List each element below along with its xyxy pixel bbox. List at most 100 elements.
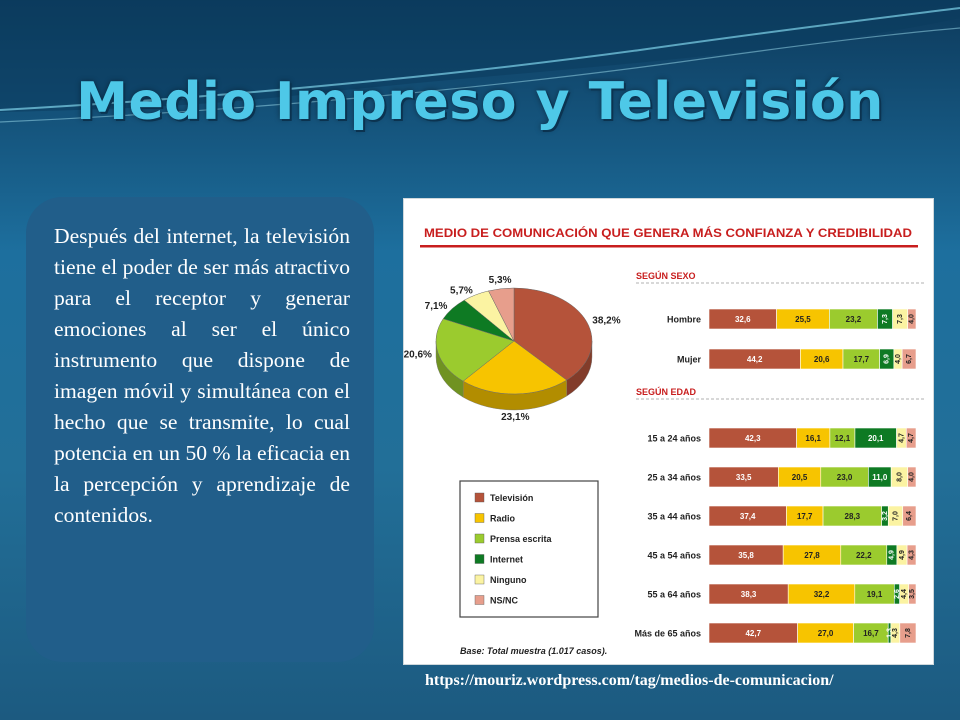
bar-value-label: 27,8 bbox=[804, 551, 820, 560]
pie-slice-prensa-escrita bbox=[435, 318, 515, 382]
legend-label: Internet bbox=[490, 555, 523, 565]
base-note: Base: Total muestra (1.017 casos). bbox=[460, 646, 607, 656]
bar-value-label: 4,7 bbox=[898, 433, 905, 443]
bar-value-label: 44,2 bbox=[747, 355, 763, 364]
text-panel: Después del internet, la televisión tien… bbox=[26, 197, 374, 662]
bar-group-heading: SEGÚN EDAD bbox=[636, 386, 697, 397]
bar-value-label: 16,1 bbox=[805, 434, 821, 443]
bar-value-label: 6,4 bbox=[906, 511, 913, 521]
legend-swatch bbox=[474, 574, 485, 585]
pie-slice-radio bbox=[462, 340, 568, 395]
bar-value-label: 4,0 bbox=[895, 354, 902, 364]
legend-label: Radio bbox=[490, 514, 516, 524]
bar-row-label: 15 a 24 años bbox=[647, 434, 701, 444]
bar-value-label: 12,1 bbox=[835, 434, 851, 443]
bar-value-label: 27,0 bbox=[818, 629, 834, 638]
bar-segment-ns-nc bbox=[899, 622, 917, 644]
bar-value-label: 7,8 bbox=[905, 628, 912, 638]
legend-swatch bbox=[474, 554, 485, 564]
bar-value-label: 42,3 bbox=[745, 434, 761, 443]
bar-value-label: 6,9 bbox=[884, 354, 891, 364]
title-underline bbox=[420, 245, 918, 248]
bar-value-label: 3,2 bbox=[882, 511, 889, 521]
bar-segment-ns-nc bbox=[908, 583, 917, 605]
bar-segment-ns-nc bbox=[907, 308, 917, 330]
bar-group-heading: SEGÚN SEXO bbox=[636, 270, 696, 281]
bar-value-label: 33,5 bbox=[736, 473, 752, 482]
bar-row-label: Hombre bbox=[667, 315, 701, 325]
bar-value-label: 17,7 bbox=[854, 355, 870, 364]
bar-row-label: Más de 65 años bbox=[634, 629, 701, 639]
bar-segment-ns-nc bbox=[907, 466, 917, 488]
legend-box bbox=[459, 480, 599, 618]
pie-label: 23,1% bbox=[501, 412, 529, 423]
pie-sides bbox=[435, 340, 593, 411]
bar-row-label: 45 a 54 años bbox=[647, 551, 701, 561]
bar-value-label: 20,6 bbox=[814, 355, 830, 364]
pie-label: 5,7% bbox=[450, 286, 473, 297]
legend-label: Prensa escrita bbox=[490, 534, 553, 544]
bar-value-label: 23,0 bbox=[837, 473, 853, 482]
header-wave-decoration bbox=[0, 0, 960, 123]
bar-segment-ns-nc bbox=[901, 348, 917, 370]
chart-svg: MEDIO DE COMUNICACIÓN QUE GENERA MÁS CON… bbox=[404, 227, 924, 656]
bar-value-label: 7,3 bbox=[897, 314, 904, 324]
bar-value-label: 4,7 bbox=[908, 433, 915, 443]
legend-swatch bbox=[474, 492, 485, 503]
chart-title: MEDIO DE COMUNICACIÓN QUE GENERA MÁS CON… bbox=[424, 227, 912, 240]
bar-value-label: 2,6 bbox=[894, 589, 901, 599]
bar-value-label: 25,5 bbox=[795, 315, 811, 324]
bar-value-label: 4,4 bbox=[901, 589, 908, 599]
bar-value-label: 8,0 bbox=[896, 472, 903, 482]
pie-slice-televisi-n bbox=[513, 287, 593, 381]
bar-value-label: 37,4 bbox=[740, 512, 756, 521]
bar-value-label: 20,5 bbox=[792, 473, 808, 482]
bar-segment-ns-nc bbox=[906, 544, 917, 566]
pie-label: 20,6% bbox=[404, 350, 432, 361]
source-link[interactable]: https://mouriz.wordpress.com/tag/medios-… bbox=[425, 672, 834, 689]
legend-swatch bbox=[474, 513, 485, 523]
bar-value-label: 4,0 bbox=[909, 314, 916, 324]
bar-value-label: 19,1 bbox=[867, 590, 883, 599]
bar-row-label: 55 a 64 años bbox=[647, 590, 701, 600]
bar-value-label: 42,7 bbox=[745, 629, 761, 638]
pie-label: 5,3% bbox=[489, 275, 512, 286]
bar-value-label: 32,6 bbox=[735, 315, 751, 324]
bar-segment-ns-nc bbox=[902, 505, 917, 527]
body-text: Después del internet, la televisión tien… bbox=[54, 224, 350, 527]
bar-value-label: 3,5 bbox=[909, 589, 916, 599]
bar-segment-ns-nc bbox=[905, 427, 917, 449]
bar-value-label: 11,0 bbox=[872, 473, 888, 482]
bar-value-label: 17,7 bbox=[797, 512, 813, 521]
bar-value-label: 4,9 bbox=[889, 550, 896, 560]
bar-value-label: 1,3 bbox=[886, 628, 893, 638]
bar-value-label: 16,7 bbox=[863, 629, 879, 638]
legend-swatch bbox=[474, 533, 485, 544]
chart-legend: Televisión Radio Prensa escrita Internet Nin… bbox=[459, 480, 599, 618]
bar-value-label: 4,0 bbox=[909, 472, 916, 482]
bar-value-label: 20,1 bbox=[868, 434, 884, 443]
bar-row-label: 35 a 44 años bbox=[647, 512, 701, 522]
bar-row-label: 25 a 34 años bbox=[647, 473, 701, 483]
bar-value-label: 32,2 bbox=[814, 590, 830, 599]
slide-title: Medio Impreso y Televisión bbox=[76, 72, 884, 132]
bar-value-label: 38,3 bbox=[741, 590, 757, 599]
bar-value-label: 6,7 bbox=[906, 354, 913, 364]
bar-value-label: 23,2 bbox=[846, 315, 862, 324]
bar-value-label: 4,3 bbox=[908, 550, 915, 560]
bar-row-label: Mujer bbox=[677, 355, 702, 365]
legend-label: Ninguno bbox=[490, 575, 527, 585]
legend-swatch bbox=[474, 595, 485, 605]
legend-label: NS/NC bbox=[490, 596, 519, 606]
chart-panel: MEDIO DE COMUNICACIÓN QUE GENERA MÁS CON… bbox=[403, 198, 934, 665]
pie-label: 38,2% bbox=[592, 316, 620, 327]
bar-value-label: 7,0 bbox=[892, 511, 899, 521]
bar-value-label: 22,2 bbox=[856, 551, 872, 560]
bar-value-label: 7,3 bbox=[882, 314, 889, 324]
legend-label: Televisión bbox=[490, 493, 533, 503]
bar-value-label: 35,8 bbox=[738, 551, 754, 560]
pie-label: 7,1% bbox=[425, 301, 448, 312]
bar-value-label: 28,3 bbox=[845, 512, 861, 521]
pie-slice-ns-nc bbox=[488, 287, 515, 342]
bar-value-label: 4,3 bbox=[892, 628, 899, 638]
